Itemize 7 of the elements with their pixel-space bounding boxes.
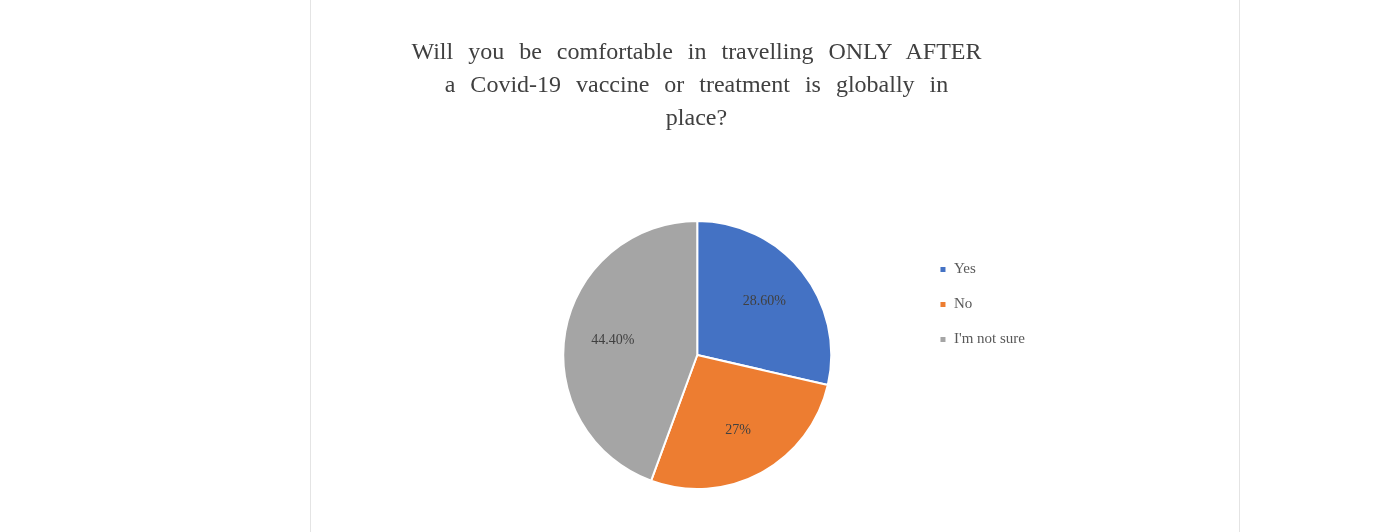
data-label: 27% bbox=[725, 422, 752, 438]
legend-label: Yes bbox=[953, 260, 976, 277]
chart-title: Will you be comfortable in travelling ONLY AFTER a Covid-19 vaccine or treatment is globally in place? bbox=[410, 37, 983, 132]
data-label: 28.60% bbox=[742, 293, 787, 309]
legend-label: No bbox=[953, 295, 973, 312]
legend-label: I'm not sure bbox=[953, 330, 1026, 347]
data-label: 44.40% bbox=[591, 331, 635, 347]
